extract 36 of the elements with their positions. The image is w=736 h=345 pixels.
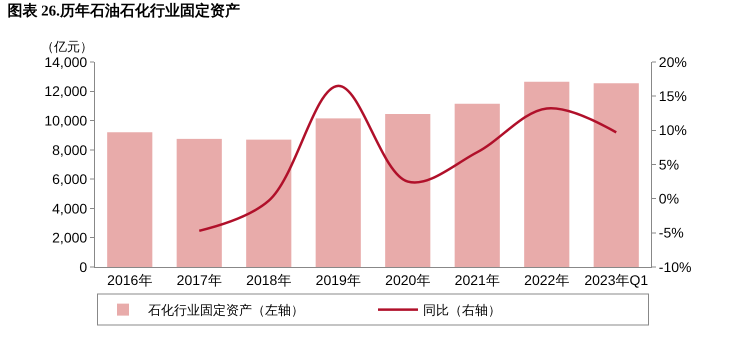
- bar: [316, 118, 361, 267]
- x-tick-label: 2016年: [107, 272, 152, 288]
- x-tick-label: 2020年: [385, 272, 430, 288]
- x-tick-label: 2017年: [176, 272, 222, 288]
- bar: [385, 114, 430, 267]
- y-tick-label: 8,000: [52, 142, 88, 158]
- bar: [107, 132, 152, 267]
- bar: [594, 83, 639, 267]
- bar: [454, 104, 500, 267]
- x-tick-label: 2023年Q1: [584, 272, 648, 288]
- y-axis-title: （亿元）: [41, 39, 93, 54]
- y-tick-label: 0: [79, 258, 88, 275]
- y2-tick-label: 20%: [658, 54, 687, 70]
- line-series: [198, 84, 618, 232]
- y2-tick-label: 5%: [658, 156, 680, 172]
- x-tick-label: 2022年: [524, 272, 570, 288]
- x-tick-label: 2019年: [316, 272, 361, 288]
- legend-label: 同比（右轴）: [423, 302, 501, 318]
- y-tick-label: 6,000: [52, 171, 88, 188]
- y-tick-label: 10,000: [44, 112, 88, 128]
- legend-label: 石化行业固定资产（左轴）: [148, 302, 304, 318]
- y2-tick-label: -10%: [658, 258, 692, 275]
- y-tick-label: 14,000: [44, 54, 88, 70]
- x-tick-label: 2018年: [246, 272, 292, 288]
- bar: [524, 82, 570, 267]
- y2-tick-label: 15%: [658, 88, 687, 104]
- y2-tick-label: -5%: [658, 224, 684, 241]
- bar: [246, 140, 292, 267]
- bar: [176, 138, 222, 267]
- y2-tick-label: 10%: [658, 122, 687, 138]
- y-tick-label: 2,000: [52, 230, 88, 246]
- y-tick-label: 4,000: [52, 200, 88, 216]
- x-tick-label: 2021年: [454, 272, 500, 288]
- y-tick-label: 12,000: [44, 83, 88, 100]
- y2-tick-label: 0%: [658, 190, 680, 207]
- chart-title: 图表 26.历年石油石化行业固定资产: [7, 2, 240, 20]
